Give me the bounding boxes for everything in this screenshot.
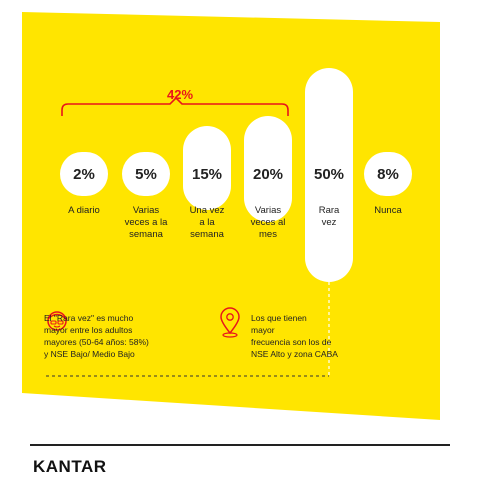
category-label-2: Varias veces a la semana [124, 205, 168, 240]
value-label-6: 8% [377, 166, 399, 183]
category-label-1: A diario [68, 205, 100, 216]
note-left: El "Rara vez" es mucho mayor entre los a… [44, 313, 149, 359]
category-label-4: Varias veces al mes [250, 205, 286, 240]
category-label-3: Una vez a la semana [189, 205, 225, 240]
value-label-3: 15% [191, 166, 223, 183]
location-pin-icon [220, 307, 240, 338]
category-label-6: Nunca [374, 205, 402, 216]
bar-2 [122, 152, 170, 196]
bar-3 [183, 125, 231, 211]
bar-5 [305, 68, 353, 282]
category-label-5: Rara vez [318, 205, 340, 228]
value-label-4: 20% [252, 166, 284, 183]
note-right: Los que tienen mayor frecuencia son los … [251, 313, 338, 359]
value-label-5: 50% [313, 166, 345, 183]
bracket-label: 42% [166, 87, 194, 102]
value-label-1: 2% [73, 166, 95, 183]
brand-logo: KANTAR [33, 457, 107, 476]
bracket-42 [61, 96, 289, 116]
bar-4 [244, 115, 292, 223]
bar-1 [60, 152, 108, 196]
footer-divider [30, 444, 450, 446]
face-icon [47, 311, 67, 331]
bar-6 [364, 152, 412, 196]
value-label-2: 5% [135, 166, 157, 183]
